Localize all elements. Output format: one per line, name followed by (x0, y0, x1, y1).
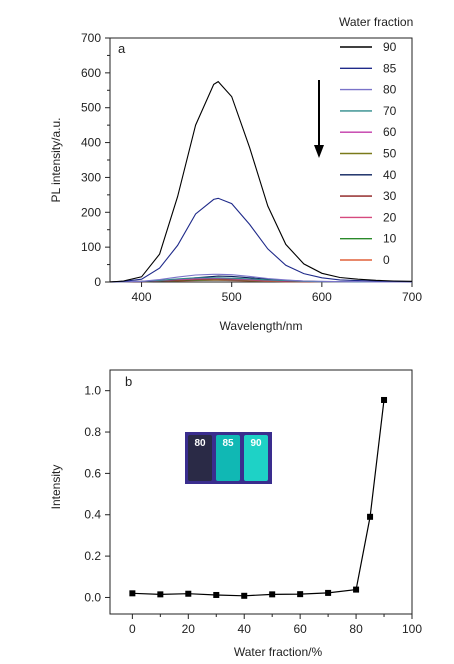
panel-a-x-tick-label: 600 (312, 290, 332, 304)
panel-a-y-tick-label: 600 (81, 66, 101, 80)
data-point (241, 592, 248, 599)
legend-label-30: 30 (383, 189, 397, 203)
legend-label-80: 80 (383, 83, 397, 97)
vial-label-90: 90 (250, 438, 262, 449)
panel-a-y-tick-label: 200 (81, 205, 101, 219)
legend-label-20: 20 (383, 210, 397, 224)
vial-label-80: 80 (194, 438, 206, 449)
vial-label-85: 85 (222, 438, 234, 449)
panel-b-label: b (125, 374, 132, 389)
panel-a-y-tick-label: 300 (81, 170, 101, 184)
panel-a-x-label: Wavelength/nm (220, 319, 303, 333)
data-point (325, 589, 332, 596)
data-point (353, 586, 360, 593)
data-point (185, 590, 192, 597)
panel-a-x-tick-label: 700 (402, 290, 422, 304)
panel-b-x-tick-label: 20 (182, 622, 196, 636)
data-point (367, 513, 374, 520)
panel-b-y-label: Intensity (49, 465, 63, 510)
panel-b-x-tick-label: 60 (293, 622, 307, 636)
panel-b-y-axis: 0.0 0.2 0.4 0.6 0.8 1.0 (84, 384, 110, 604)
legend-label-90: 90 (383, 40, 397, 54)
panel-b-y-tick-label: 0.4 (84, 508, 101, 522)
panel-a-series (109, 80, 413, 283)
panel-b-x-label: Water fraction/% (234, 645, 323, 659)
panel-a-y-tick-label: 700 (81, 31, 101, 45)
panel-b-x-tick-label: 0 (129, 622, 136, 636)
panel-b-x-axis: 0 20 40 60 80 100 (129, 614, 422, 636)
legend-label-60: 60 (383, 125, 397, 139)
series-line-90 (109, 80, 413, 283)
legend-title: Water fraction (339, 15, 413, 29)
legend-label-85: 85 (383, 61, 397, 75)
vial-85 (216, 435, 240, 481)
panel-b-x-tick-label: 80 (349, 622, 363, 636)
data-point (129, 590, 136, 597)
data-point (213, 591, 220, 598)
panel-b-x-tick-label: 100 (402, 622, 422, 636)
series-line-85 (109, 197, 413, 283)
panel-a-y-label: PL intensity/a.u. (49, 118, 63, 203)
panel-b-y-tick-label: 0.8 (84, 425, 101, 439)
legend-label-70: 70 (383, 104, 397, 118)
panel-b-y-tick-label: 0.2 (84, 549, 101, 563)
panel-b-chart: 0.0 0.2 0.4 0.6 0.8 1.0 0 20 40 60 80 100 b Intens… (49, 369, 422, 659)
panel-a-y-tick-label: 0 (94, 275, 101, 289)
vial-80 (188, 435, 212, 481)
legend-label-10: 10 (383, 232, 397, 246)
panel-a-y-tick-label: 100 (81, 240, 101, 254)
legend-label-40: 40 (383, 168, 397, 182)
vial-90 (244, 435, 268, 481)
panel-b-x-tick-label: 40 (238, 622, 252, 636)
panel-a-label: a (118, 41, 126, 56)
intensity-line (132, 399, 385, 597)
panel-b-frame (109, 369, 413, 615)
panel-b-y-tick-label: 1.0 (84, 384, 101, 398)
panel-a-legend: 90 85 80 70 60 50 40 30 20 10 0 (340, 40, 397, 267)
data-point (297, 591, 304, 598)
panel-a-x-tick-label: 400 (132, 290, 152, 304)
down-arrow (314, 80, 324, 158)
panel-a-x-axis: 400 500 600 700 (132, 282, 422, 304)
panel-a-x-tick-label: 500 (222, 290, 242, 304)
panel-a-y-tick-label: 500 (81, 101, 101, 115)
series-line-80 (109, 273, 412, 283)
legend-label-0: 0 (383, 253, 390, 267)
legend-label-50: 50 (383, 147, 397, 161)
data-point (381, 396, 388, 403)
data-point (269, 591, 276, 598)
panel-b-y-tick-label: 0.0 (84, 590, 101, 604)
panel-a-frame (109, 37, 413, 283)
panel-a-y-axis: 0 100 200 300 400 500 600 700 (81, 31, 110, 289)
data-point (157, 591, 164, 598)
panel-a-y-tick-label: 400 (81, 136, 101, 150)
panel-b-y-tick-label: 0.6 (84, 466, 101, 480)
vial-photo-inset: 80 85 90 (185, 432, 272, 484)
panel-b-series (129, 396, 388, 599)
